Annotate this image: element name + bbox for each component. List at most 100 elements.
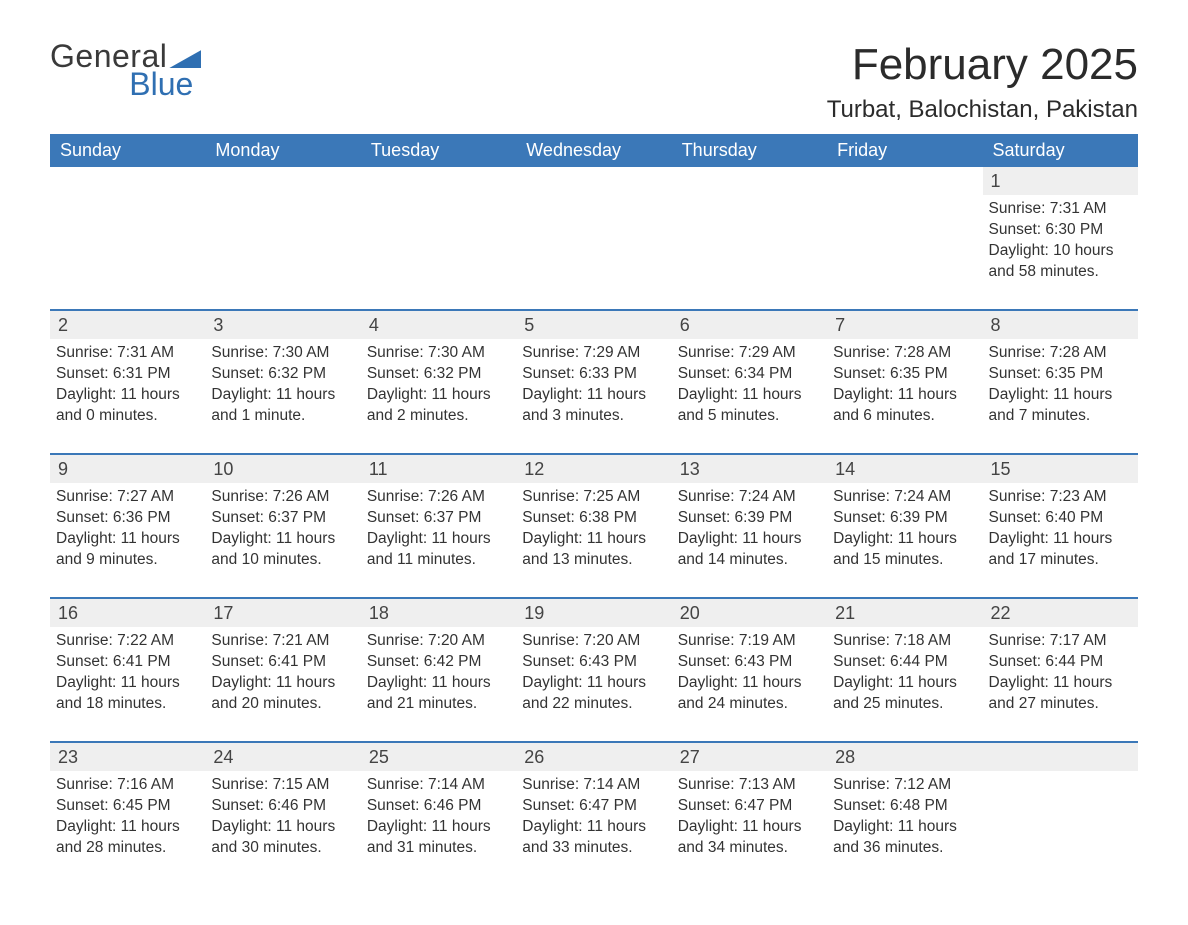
day-number-cell: 16: [50, 598, 205, 627]
day-number-cell: 10: [205, 454, 360, 483]
daylight-line: Daylight: 11 hours and 22 minutes.: [522, 673, 665, 715]
day-detail-cell: Sunrise: 7:20 AMSunset: 6:42 PMDaylight:…: [361, 627, 516, 742]
sunset-line: Sunset: 6:32 PM: [367, 364, 510, 385]
sunset-line: Sunset: 6:37 PM: [211, 508, 354, 529]
sunrise-line: Sunrise: 7:29 AM: [522, 343, 665, 364]
daylight-line: Daylight: 10 hours and 58 minutes.: [989, 241, 1132, 283]
day-number-cell: 5: [516, 310, 671, 339]
sunset-line: Sunset: 6:44 PM: [833, 652, 976, 673]
sunrise-line: Sunrise: 7:30 AM: [211, 343, 354, 364]
sunset-line: Sunset: 6:47 PM: [678, 796, 821, 817]
day-number-cell: 13: [672, 454, 827, 483]
sunset-line: Sunset: 6:47 PM: [522, 796, 665, 817]
day-detail-row: Sunrise: 7:22 AMSunset: 6:41 PMDaylight:…: [50, 627, 1138, 742]
sunset-line: Sunset: 6:41 PM: [56, 652, 199, 673]
sunset-line: Sunset: 6:31 PM: [56, 364, 199, 385]
weekday-header: Friday: [827, 134, 982, 167]
sunset-line: Sunset: 6:30 PM: [989, 220, 1132, 241]
sunrise-line: Sunrise: 7:17 AM: [989, 631, 1132, 652]
sunrise-line: Sunrise: 7:18 AM: [833, 631, 976, 652]
day-detail-cell: Sunrise: 7:16 AMSunset: 6:45 PMDaylight:…: [50, 771, 205, 885]
daylight-line: Daylight: 11 hours and 27 minutes.: [989, 673, 1132, 715]
weekday-header: Wednesday: [516, 134, 671, 167]
daylight-line: Daylight: 11 hours and 28 minutes.: [56, 817, 199, 859]
sunset-line: Sunset: 6:34 PM: [678, 364, 821, 385]
day-detail-cell: [672, 195, 827, 310]
day-detail-cell: Sunrise: 7:28 AMSunset: 6:35 PMDaylight:…: [827, 339, 982, 454]
brand-logo: General Blue: [50, 40, 201, 100]
day-number-cell: [516, 167, 671, 195]
day-detail-row: Sunrise: 7:31 AMSunset: 6:31 PMDaylight:…: [50, 339, 1138, 454]
sunrise-line: Sunrise: 7:26 AM: [211, 487, 354, 508]
sunset-line: Sunset: 6:37 PM: [367, 508, 510, 529]
sunset-line: Sunset: 6:46 PM: [367, 796, 510, 817]
sunset-line: Sunset: 6:44 PM: [989, 652, 1132, 673]
day-number-row: 1: [50, 167, 1138, 195]
day-detail-cell: Sunrise: 7:29 AMSunset: 6:33 PMDaylight:…: [516, 339, 671, 454]
day-detail-cell: Sunrise: 7:28 AMSunset: 6:35 PMDaylight:…: [983, 339, 1138, 454]
day-detail-cell: Sunrise: 7:13 AMSunset: 6:47 PMDaylight:…: [672, 771, 827, 885]
daylight-line: Daylight: 11 hours and 20 minutes.: [211, 673, 354, 715]
title-block: February 2025 Turbat, Balochistan, Pakis…: [827, 40, 1138, 124]
weekday-header: Sunday: [50, 134, 205, 167]
sunrise-line: Sunrise: 7:14 AM: [522, 775, 665, 796]
daylight-line: Daylight: 11 hours and 0 minutes.: [56, 385, 199, 427]
day-number-cell: 21: [827, 598, 982, 627]
daylight-line: Daylight: 11 hours and 10 minutes.: [211, 529, 354, 571]
flag-icon: [169, 50, 201, 68]
sunset-line: Sunset: 6:35 PM: [833, 364, 976, 385]
sunset-line: Sunset: 6:39 PM: [833, 508, 976, 529]
day-detail-cell: [983, 771, 1138, 885]
sunset-line: Sunset: 6:43 PM: [522, 652, 665, 673]
daylight-line: Daylight: 11 hours and 14 minutes.: [678, 529, 821, 571]
day-number-cell: 25: [361, 742, 516, 771]
daylight-line: Daylight: 11 hours and 3 minutes.: [522, 385, 665, 427]
weekday-header: Monday: [205, 134, 360, 167]
day-detail-cell: Sunrise: 7:17 AMSunset: 6:44 PMDaylight:…: [983, 627, 1138, 742]
sunrise-line: Sunrise: 7:19 AM: [678, 631, 821, 652]
day-detail-cell: [361, 195, 516, 310]
daylight-line: Daylight: 11 hours and 25 minutes.: [833, 673, 976, 715]
sunrise-line: Sunrise: 7:31 AM: [989, 199, 1132, 220]
day-detail-cell: Sunrise: 7:26 AMSunset: 6:37 PMDaylight:…: [205, 483, 360, 598]
day-number-row: 232425262728: [50, 742, 1138, 771]
day-detail-cell: [50, 195, 205, 310]
location-label: Turbat, Balochistan, Pakistan: [827, 96, 1138, 124]
day-number-cell: 4: [361, 310, 516, 339]
sunrise-line: Sunrise: 7:16 AM: [56, 775, 199, 796]
day-detail-cell: Sunrise: 7:12 AMSunset: 6:48 PMDaylight:…: [827, 771, 982, 885]
sunrise-line: Sunrise: 7:15 AM: [211, 775, 354, 796]
day-number-cell: [361, 167, 516, 195]
sunset-line: Sunset: 6:45 PM: [56, 796, 199, 817]
daylight-line: Daylight: 11 hours and 7 minutes.: [989, 385, 1132, 427]
day-number-cell: 28: [827, 742, 982, 771]
calendar-body: 1Sunrise: 7:31 AMSunset: 6:30 PMDaylight…: [50, 167, 1138, 885]
sunrise-line: Sunrise: 7:28 AM: [833, 343, 976, 364]
header: General Blue February 2025 Turbat, Baloc…: [50, 40, 1138, 124]
sunset-line: Sunset: 6:33 PM: [522, 364, 665, 385]
day-detail-cell: Sunrise: 7:18 AMSunset: 6:44 PMDaylight:…: [827, 627, 982, 742]
daylight-line: Daylight: 11 hours and 17 minutes.: [989, 529, 1132, 571]
daylight-line: Daylight: 11 hours and 1 minute.: [211, 385, 354, 427]
day-detail-cell: Sunrise: 7:21 AMSunset: 6:41 PMDaylight:…: [205, 627, 360, 742]
daylight-line: Daylight: 11 hours and 30 minutes.: [211, 817, 354, 859]
day-number-cell: 22: [983, 598, 1138, 627]
daylight-line: Daylight: 11 hours and 31 minutes.: [367, 817, 510, 859]
day-number-cell: 11: [361, 454, 516, 483]
sunset-line: Sunset: 6:43 PM: [678, 652, 821, 673]
day-number-row: 16171819202122: [50, 598, 1138, 627]
sunset-line: Sunset: 6:41 PM: [211, 652, 354, 673]
sunrise-line: Sunrise: 7:20 AM: [522, 631, 665, 652]
day-number-row: 2345678: [50, 310, 1138, 339]
daylight-line: Daylight: 11 hours and 36 minutes.: [833, 817, 976, 859]
day-number-cell: 8: [983, 310, 1138, 339]
sunrise-line: Sunrise: 7:25 AM: [522, 487, 665, 508]
day-number-cell: 12: [516, 454, 671, 483]
daylight-line: Daylight: 11 hours and 13 minutes.: [522, 529, 665, 571]
day-number-cell: 27: [672, 742, 827, 771]
sunrise-line: Sunrise: 7:24 AM: [678, 487, 821, 508]
day-number-cell: 18: [361, 598, 516, 627]
page-title: February 2025: [827, 40, 1138, 90]
calendar-table: SundayMondayTuesdayWednesdayThursdayFrid…: [50, 134, 1138, 885]
daylight-line: Daylight: 11 hours and 21 minutes.: [367, 673, 510, 715]
